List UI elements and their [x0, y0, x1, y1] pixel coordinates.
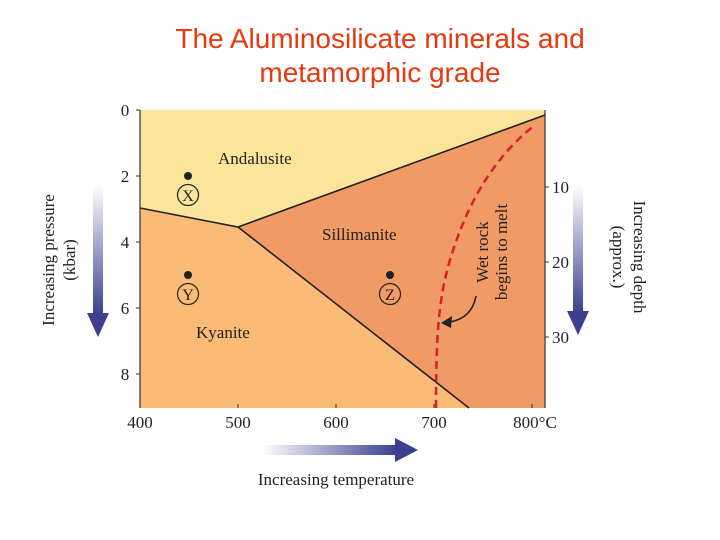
pressure-arrow: [87, 185, 109, 337]
point-x-label: X: [182, 188, 194, 205]
temperature-tick-700: 700: [421, 413, 447, 432]
point-x: X: [176, 172, 200, 207]
sillimanite-label: Sillimanite: [322, 225, 397, 244]
pressure-tick-8: 8: [121, 365, 130, 384]
temperature-axis-label: Increasing temperature: [258, 470, 414, 489]
melt-pointer-arrowhead: [441, 316, 452, 328]
point-y-label: Y: [182, 287, 194, 304]
melt-pointer-arrow: [449, 295, 477, 323]
pressure-tick-2: 2: [121, 167, 130, 186]
andalusite-label: Andalusite: [218, 149, 292, 168]
andalusite-field: [140, 110, 545, 227]
depth-axis-label-line-2: (approx.): [609, 226, 628, 289]
sillimanite-field: [238, 115, 545, 408]
temperature-arrow: [262, 438, 418, 462]
melt-label-line-2: begins to melt: [492, 204, 511, 301]
pressure-tick-0: 0: [121, 101, 130, 120]
title-line-1: The Aluminosilicate minerals and: [175, 23, 585, 54]
point-z-label: Z: [385, 287, 395, 304]
slide-title: The Aluminosilicate minerals and metamor…: [0, 22, 720, 90]
depth-tick-10: 10: [552, 178, 569, 197]
wet-melting-curve: [434, 124, 536, 409]
temperature-tick-600: 600: [323, 413, 349, 432]
pressure-axis-label-line-2: (kbar): [60, 239, 79, 281]
point-y: Y: [176, 271, 200, 306]
depth-axis-label-line-1: Increasing depth: [630, 201, 649, 314]
temperature-tick-800: 800°C: [513, 413, 557, 432]
melt-label-line-1: Wet rock: [473, 221, 492, 283]
title-line-2: metamorphic grade: [259, 57, 501, 88]
pressure-tick-6: 6: [121, 299, 130, 318]
depth-tick-20: 20: [552, 253, 569, 272]
point-z: Z: [378, 271, 402, 306]
depth-ticks: [545, 186, 549, 338]
depth-arrow: [567, 185, 589, 335]
temperature-tick-400: 400: [127, 413, 153, 432]
temperature-ticks: [139, 404, 533, 408]
depth-tick-30: 30: [552, 328, 569, 347]
kyanite-label: Kyanite: [196, 323, 250, 342]
pressure-ticks: [136, 109, 140, 375]
pressure-axis-label-line-1: Increasing pressure: [39, 194, 58, 326]
pressure-tick-4: 4: [121, 233, 130, 252]
temperature-tick-500: 500: [225, 413, 251, 432]
kyanite-sillimanite-boundary: [237, 226, 470, 409]
